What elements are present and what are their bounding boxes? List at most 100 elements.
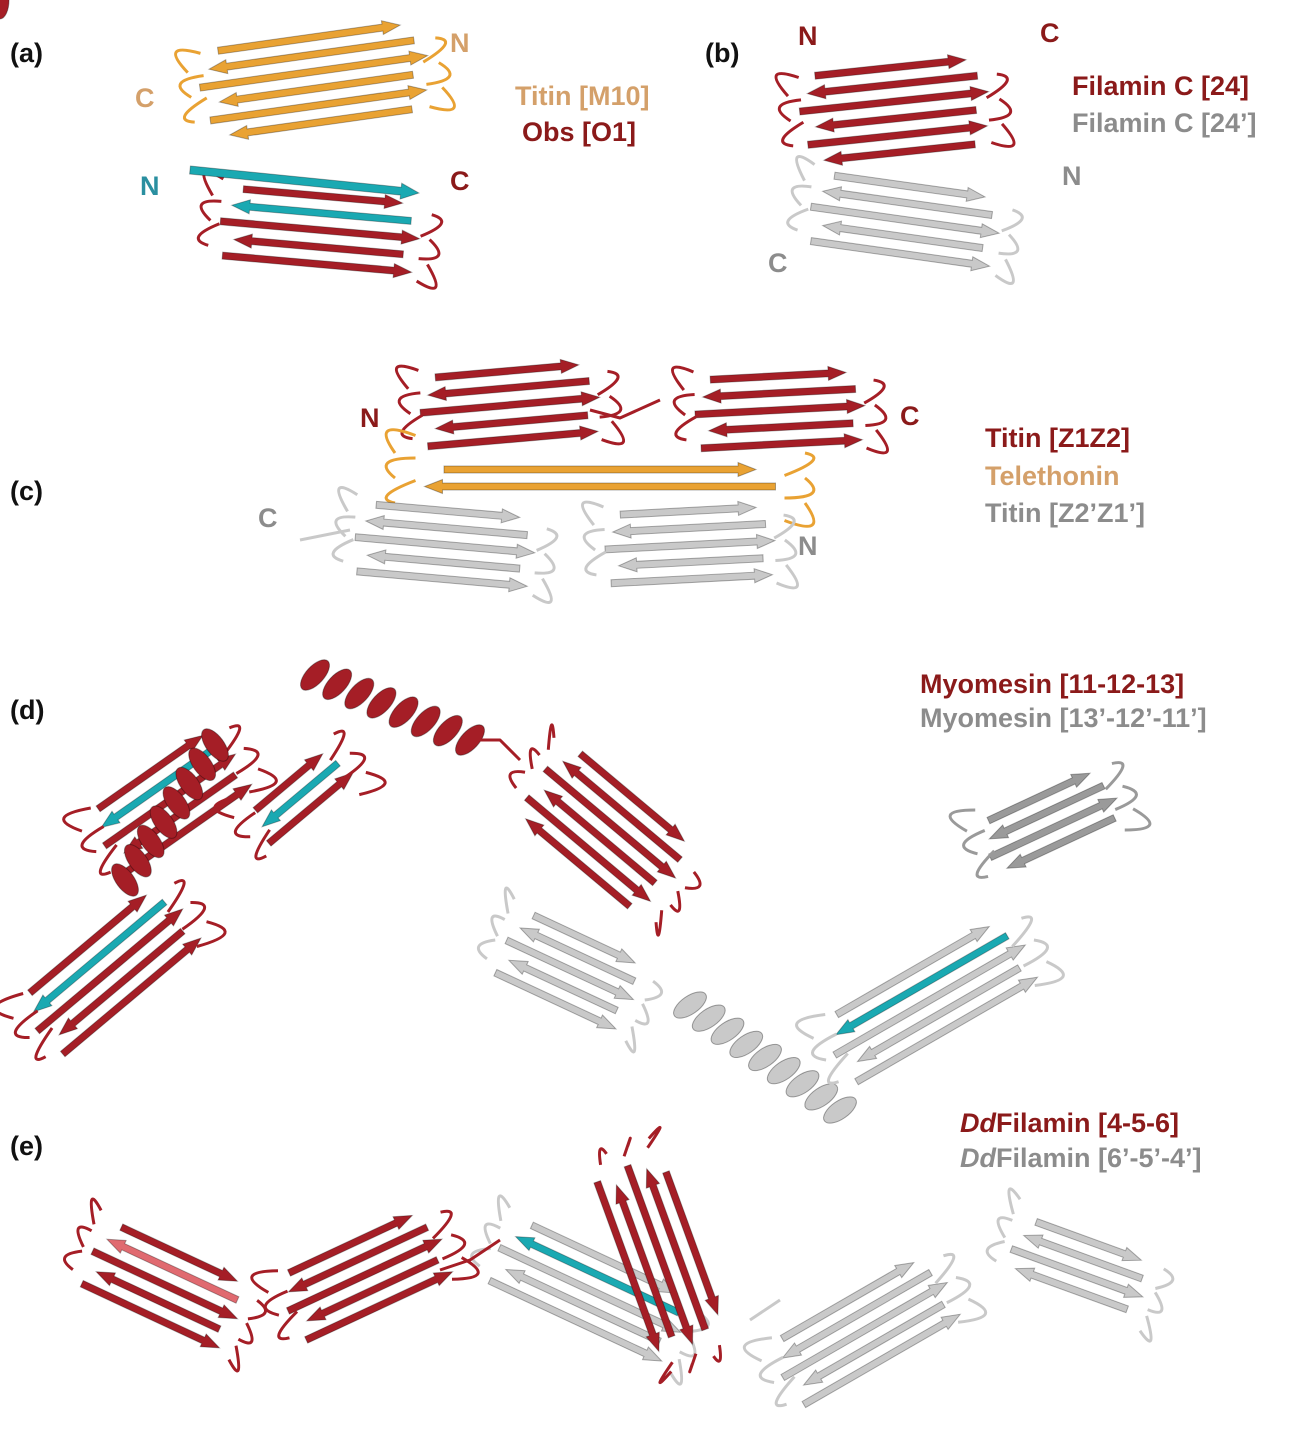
- legend-entry: DdFilamin [6’-5’-4’]: [960, 1143, 1202, 1173]
- legend-entry: Titin [Z1Z2]: [985, 423, 1130, 453]
- loop: [430, 87, 455, 110]
- loop: [198, 224, 219, 246]
- loop: [645, 981, 662, 1000]
- loop: [1155, 1269, 1173, 1289]
- loop: [999, 235, 1018, 254]
- loop: [168, 881, 184, 912]
- terminus-label: C: [258, 503, 278, 533]
- loop: [947, 1278, 970, 1303]
- loop: [1024, 940, 1048, 966]
- helix-turn: [0, 0, 9, 19]
- legend-entry: Obs [O1]: [522, 117, 636, 147]
- terminus-label: N: [360, 403, 380, 433]
- loop: [750, 1300, 780, 1320]
- strand: [219, 71, 413, 106]
- legend-entry: Filamin C [24’]: [1072, 108, 1257, 138]
- strand: [709, 420, 854, 437]
- legend-text: Filamin [6’-5’-4’]: [996, 1143, 1202, 1173]
- loop: [78, 1227, 92, 1247]
- terminus-label: C: [450, 166, 470, 196]
- legend-entry: DdFilamin [4-5-6]: [960, 1108, 1179, 1138]
- loop: [421, 215, 442, 237]
- loop: [656, 910, 662, 935]
- loop: [760, 1357, 783, 1382]
- terminus-label: N: [140, 171, 160, 201]
- legend-text: Filamin [4-5-6]: [996, 1108, 1179, 1138]
- loop: [510, 772, 525, 789]
- legend-entry: Titin [Z2’Z1’]: [985, 498, 1145, 528]
- terminus-label: C: [135, 83, 155, 113]
- loop: [478, 940, 495, 959]
- loop: [713, 1345, 720, 1361]
- loop: [950, 810, 975, 831]
- strand: [425, 480, 776, 494]
- loop: [419, 240, 439, 259]
- terminus-label: C: [1040, 18, 1060, 48]
- loop: [1009, 1189, 1020, 1214]
- loop: [626, 1026, 635, 1051]
- loop: [977, 851, 994, 878]
- strand: [376, 501, 520, 522]
- loop: [674, 394, 694, 414]
- strand: [34, 899, 167, 1012]
- panel-label: (b): [705, 38, 739, 68]
- loop: [797, 156, 815, 180]
- panel-label: (c): [10, 476, 43, 506]
- loop: [235, 813, 255, 837]
- strand: [80, 1281, 219, 1348]
- legend-entry: Myomesin [13’-12’-11’]: [920, 703, 1207, 733]
- loop: [776, 73, 799, 96]
- loop: [598, 371, 618, 394]
- loop: [1002, 210, 1023, 231]
- strand: [59, 928, 185, 1035]
- loop: [584, 529, 604, 549]
- loop: [1140, 1316, 1151, 1341]
- loop: [442, 1235, 464, 1259]
- loop: [236, 748, 258, 773]
- loop: [785, 478, 814, 498]
- loop: [991, 124, 1014, 147]
- strand: [620, 501, 756, 518]
- loop: [433, 1211, 451, 1238]
- loop: [1148, 1292, 1162, 1312]
- loop: [670, 891, 679, 911]
- loop: [91, 1199, 101, 1224]
- loop: [359, 772, 385, 794]
- loop: [624, 1138, 630, 1156]
- loop: [776, 1377, 794, 1406]
- loop: [530, 749, 539, 769]
- strand: [835, 927, 989, 1018]
- loop: [423, 38, 445, 62]
- loop: [586, 552, 606, 575]
- loop: [330, 731, 344, 760]
- loop: [865, 405, 885, 425]
- strand: [357, 568, 528, 592]
- loop: [936, 1254, 954, 1283]
- strand: [703, 386, 856, 404]
- loop: [602, 421, 624, 444]
- loop: [600, 1149, 607, 1165]
- loop: [987, 1242, 1005, 1262]
- loop: [184, 98, 206, 122]
- loop: [774, 515, 794, 538]
- loop: [201, 201, 221, 220]
- loop: [995, 259, 1013, 283]
- loop: [783, 122, 804, 146]
- loop: [229, 1346, 239, 1371]
- strand: [525, 795, 651, 902]
- terminus-label: N: [798, 531, 818, 561]
- loop: [256, 830, 270, 859]
- loop: [176, 50, 201, 73]
- loop: [779, 100, 801, 121]
- legend-entry: Myomesin [11-12-13]: [920, 669, 1184, 699]
- loop: [1125, 809, 1150, 830]
- loop: [812, 1034, 836, 1060]
- loop: [964, 830, 985, 853]
- loop: [1115, 786, 1136, 809]
- strand: [802, 1314, 960, 1407]
- loop: [252, 1271, 278, 1293]
- loop: [958, 1299, 986, 1322]
- strand: [1035, 1219, 1141, 1261]
- panel-label: (d): [10, 695, 44, 725]
- loop: [1035, 962, 1064, 986]
